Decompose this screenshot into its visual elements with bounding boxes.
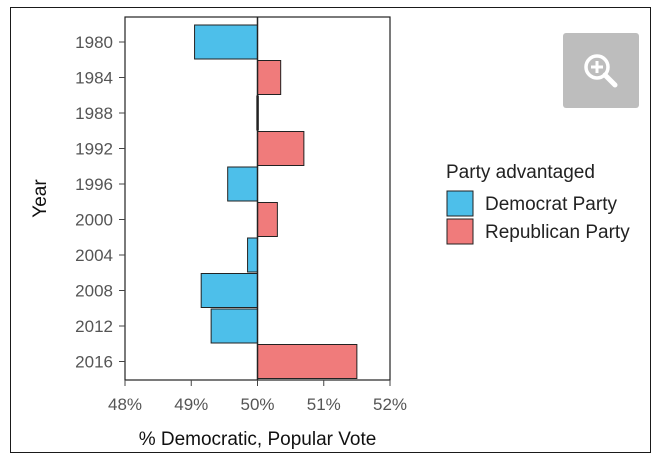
legend-label: Democrat Party bbox=[485, 194, 617, 215]
y-axis: 1980 1984 1988 1992 1996 2000 2004 2008 2012 2016 bbox=[75, 33, 125, 372]
bar-2016 bbox=[257, 344, 358, 379]
bar-2000 bbox=[257, 202, 278, 237]
bar-1980 bbox=[194, 24, 258, 60]
zoom-button[interactable] bbox=[563, 33, 639, 108]
bars-layer bbox=[194, 24, 358, 379]
bar-1996 bbox=[227, 166, 258, 202]
y-tick-label: 1984 bbox=[75, 69, 113, 88]
bar-2008 bbox=[200, 273, 258, 308]
zoom-in-icon bbox=[584, 53, 618, 87]
x-tick-label: 51% bbox=[307, 395, 341, 414]
y-axis-title: Year bbox=[30, 179, 51, 218]
legend-swatch bbox=[446, 190, 474, 217]
y-tick-label: 2004 bbox=[75, 246, 113, 265]
bar-2004 bbox=[247, 237, 258, 273]
x-tick-label: 50% bbox=[240, 395, 274, 414]
y-tick-label: 1996 bbox=[75, 175, 113, 194]
y-tick-label: 1988 bbox=[75, 104, 113, 123]
x-tick-label: 49% bbox=[174, 395, 208, 414]
y-tick-label: 2016 bbox=[75, 353, 113, 372]
x-tick-label: 48% bbox=[108, 395, 142, 414]
legend-label: Republican Party bbox=[485, 222, 630, 243]
y-tick-label: 2012 bbox=[75, 317, 113, 336]
bar-1984 bbox=[257, 60, 282, 95]
legend-title: Party advantaged bbox=[446, 162, 595, 183]
legend: Party advantaged Democrat Party Republica… bbox=[446, 162, 630, 245]
y-tick-label: 1980 bbox=[75, 33, 113, 52]
bar-2012 bbox=[210, 308, 258, 344]
y-tick-label: 1992 bbox=[75, 140, 113, 159]
x-axis: 48% 49% 50% 51% 52% bbox=[108, 380, 407, 414]
legend-swatch bbox=[446, 218, 474, 245]
x-axis-title: % Democratic, Popular Vote bbox=[139, 429, 377, 450]
x-tick-label: 52% bbox=[373, 395, 407, 414]
bar-1992 bbox=[257, 131, 305, 166]
y-tick-label: 2000 bbox=[75, 211, 113, 230]
y-tick-label: 2008 bbox=[75, 282, 113, 301]
